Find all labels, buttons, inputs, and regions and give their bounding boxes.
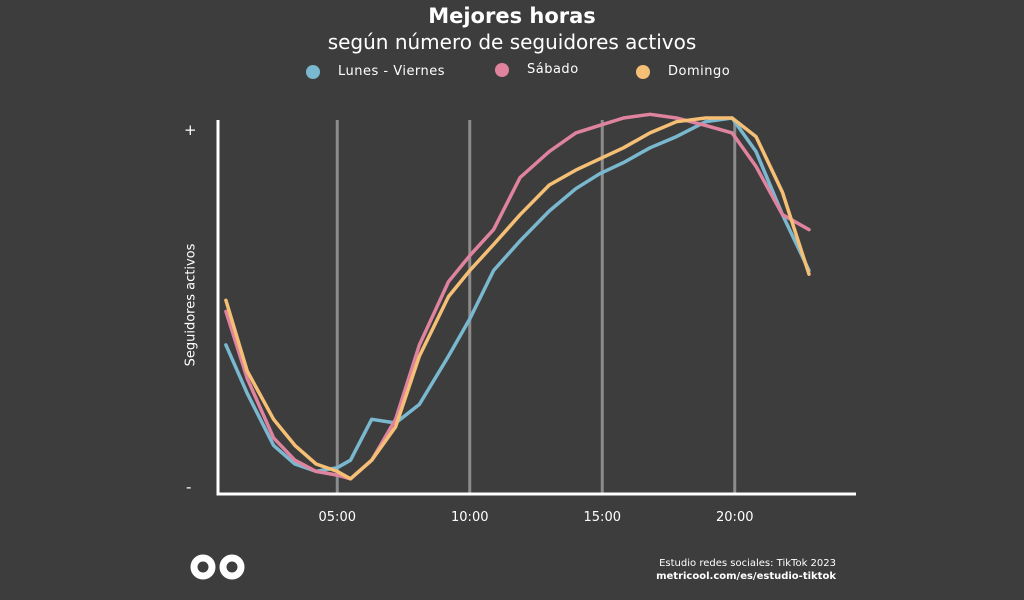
x-tick-label-15:00: 15:00 xyxy=(583,510,621,525)
source-line-study: Estudio redes sociales: TikTok 2023 xyxy=(659,558,836,569)
source-line-url[interactable]: metricool.com/es/estudio-tiktok xyxy=(656,571,836,582)
series-line-sabado xyxy=(224,112,811,481)
legend-swatch-lunes-viernes xyxy=(306,64,320,79)
x-tick-label-05:00: 05:00 xyxy=(318,510,356,525)
legend-item-lunes-viernes: Lunes - Viernes xyxy=(306,64,445,79)
x-tick-label-20:00: 20:00 xyxy=(716,510,754,525)
y-tick-bottom: - xyxy=(186,478,192,496)
chart-title: Mejores horas xyxy=(428,4,596,28)
legend-swatch-sabado xyxy=(495,62,509,77)
metricool-infinity-icon xyxy=(188,553,248,585)
y-tick-top: + xyxy=(184,121,197,139)
chart-subtitle: según número de seguidores activos xyxy=(327,30,697,54)
legend-label-sabado: Sábado xyxy=(527,62,579,77)
series-line-lunes-viernes xyxy=(224,116,811,474)
legend-swatch-domingo xyxy=(636,64,650,79)
legend-label-domingo: Domingo xyxy=(668,64,731,79)
legend-item-domingo: Domingo xyxy=(636,64,730,79)
x-tick-label-10:00: 10:00 xyxy=(451,510,489,525)
series-line-domingo xyxy=(224,116,811,481)
source-credit: Estudio redes sociales: TikTok 2023 metr… xyxy=(656,557,836,583)
legend-label-lunes-viernes: Lunes - Viernes xyxy=(338,64,446,79)
legend-item-sabado: Sábado xyxy=(495,62,579,77)
